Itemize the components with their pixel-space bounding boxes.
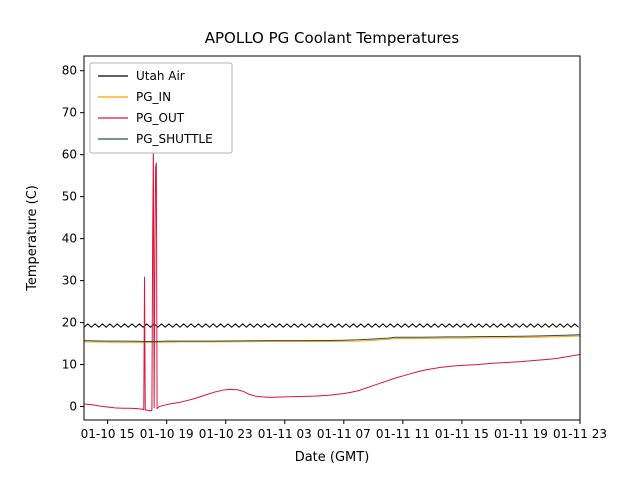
x-tick-label: 01-10 19 bbox=[140, 427, 194, 441]
legend-box bbox=[89, 62, 233, 154]
axes-border bbox=[83, 55, 581, 421]
x-tick-label: 01-11 03 bbox=[258, 427, 312, 441]
y-tick-label: 40 bbox=[62, 232, 77, 246]
series-line-PG_IN bbox=[83, 335, 581, 343]
x-tick-label: 01-11 19 bbox=[494, 427, 548, 441]
y-tick-label: 30 bbox=[62, 274, 77, 288]
y-tick-label: 10 bbox=[62, 358, 77, 372]
legend-label: PG_OUT bbox=[136, 111, 185, 125]
x-tick-label: 01-11 15 bbox=[435, 427, 489, 441]
series-line-PG_OUT bbox=[83, 145, 581, 412]
y-tick-label: 20 bbox=[62, 316, 77, 330]
x-axis-label: Date (GMT) bbox=[295, 450, 370, 465]
plot-area: 01-10 15 01-10 19 01-10 23 01-11 03 01-11 07… bbox=[62, 55, 607, 441]
legend-label: PG_IN bbox=[136, 90, 171, 104]
y-tick-label: 60 bbox=[62, 148, 77, 162]
y-tick-label: 80 bbox=[62, 64, 77, 78]
legend-label: Utah Air bbox=[136, 69, 185, 83]
y-tick-label: 50 bbox=[62, 190, 77, 204]
series-line-Utah-Air bbox=[83, 323, 579, 328]
legend-label: PG_SHUTTLE bbox=[136, 132, 213, 146]
legend: Utah Air PG_IN PG_OUT PG_SHUTTLE bbox=[89, 62, 233, 154]
series-line-PG_SHUTTLE bbox=[83, 334, 581, 342]
chart-title: APOLLO PG Coolant Temperatures bbox=[205, 29, 460, 47]
y-tick-label: 0 bbox=[69, 400, 77, 414]
x-tick-label: 01-11 11 bbox=[376, 427, 430, 441]
x-tick-label: 01-10 23 bbox=[199, 427, 253, 441]
x-tick-label: 01-10 15 bbox=[81, 427, 135, 441]
x-tick-label: 01-11 23 bbox=[553, 427, 607, 441]
y-axis-label: Temperature (C) bbox=[25, 185, 40, 292]
x-tick-label: 01-11 07 bbox=[317, 427, 371, 441]
y-tick-label: 70 bbox=[62, 106, 77, 120]
